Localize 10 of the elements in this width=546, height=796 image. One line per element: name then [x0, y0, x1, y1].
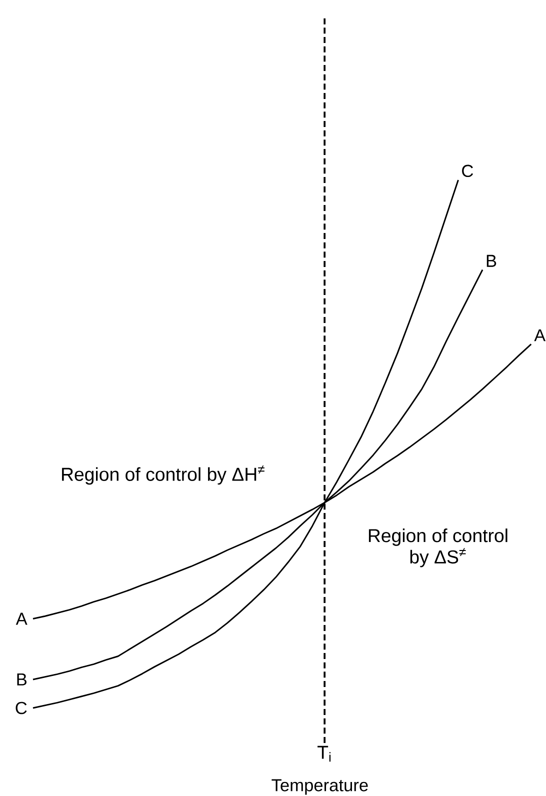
series-label: C [462, 164, 474, 178]
annotation: Region of control by ΔH$^{≠}$ [62, 466, 264, 485]
x-axis-title: Temperature [272, 779, 368, 795]
text: A [16, 612, 28, 625]
text: T$_{i}$ [318, 746, 331, 762]
annotation: Region of control by ΔS$^{≠}$ [368, 528, 508, 568]
text: C [16, 702, 27, 714]
series-label: A [534, 329, 546, 342]
text: B [17, 674, 26, 686]
series-label: B [486, 254, 496, 267]
